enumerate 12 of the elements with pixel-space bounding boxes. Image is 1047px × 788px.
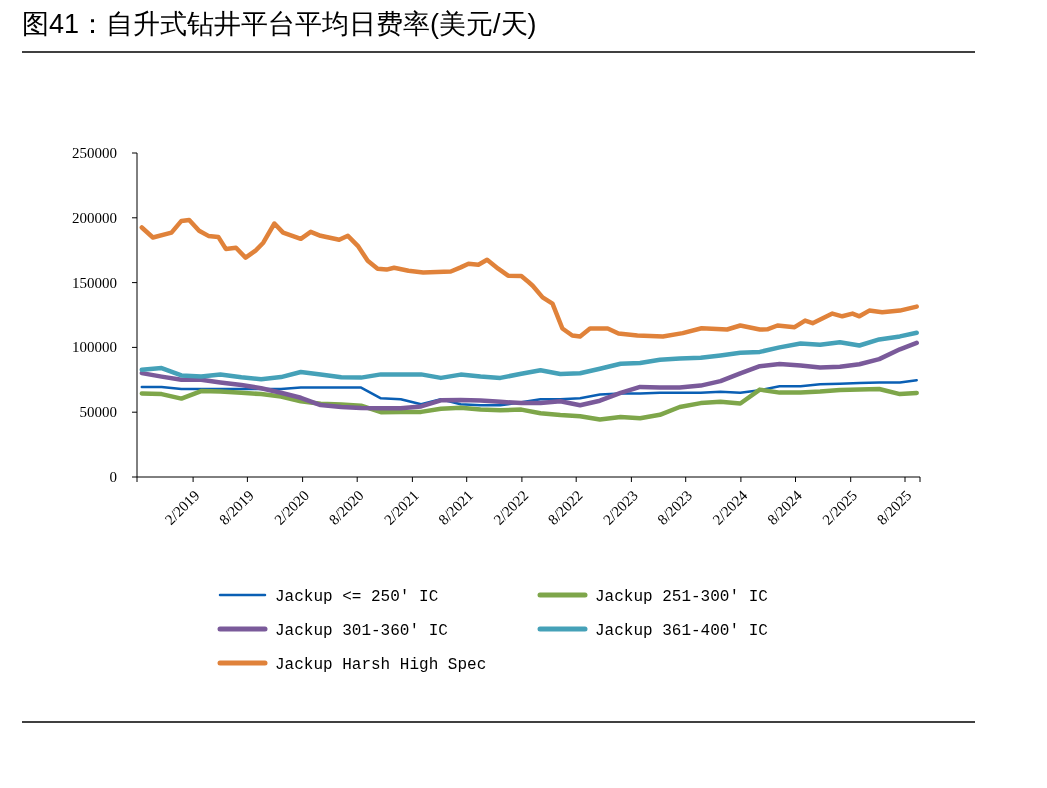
legend-label: Jackup <= 250' IC bbox=[275, 588, 439, 606]
chart-title: 图41：自升式钻井平台平均日费率(美元/天) bbox=[22, 9, 537, 39]
legend-label: Jackup 251-300' IC bbox=[595, 588, 768, 606]
y-tick-label: 50000 bbox=[79, 404, 117, 421]
y-tick-label: 100000 bbox=[72, 339, 117, 356]
y-tick-label: 250000 bbox=[72, 145, 117, 161]
y-tick-label: 200000 bbox=[72, 209, 117, 226]
legend-label: Jackup 301-360' IC bbox=[275, 622, 448, 640]
y-tick-label: 0 bbox=[109, 469, 117, 485]
legend-label: Jackup 361-400' IC bbox=[595, 622, 768, 640]
legend-label: Jackup Harsh High Spec bbox=[275, 656, 487, 674]
y-tick-label: 150000 bbox=[72, 274, 117, 291]
